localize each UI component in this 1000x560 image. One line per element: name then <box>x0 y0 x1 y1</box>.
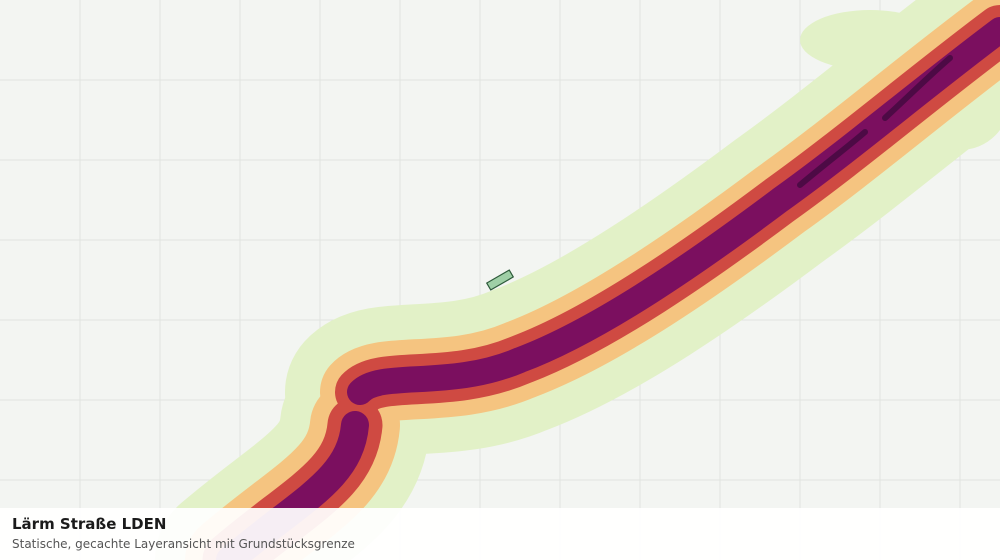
layer-subtitle: Statische, gecachte Layeransicht mit Gru… <box>12 537 355 551</box>
noise-zone-extreme <box>797 55 953 188</box>
layer-title: Lärm Straße LDEN <box>12 515 167 533</box>
parcel-boundary[interactable] <box>485 269 515 291</box>
caption: Lärm Straße LDEN Statische, gecachte Lay… <box>0 508 1000 560</box>
